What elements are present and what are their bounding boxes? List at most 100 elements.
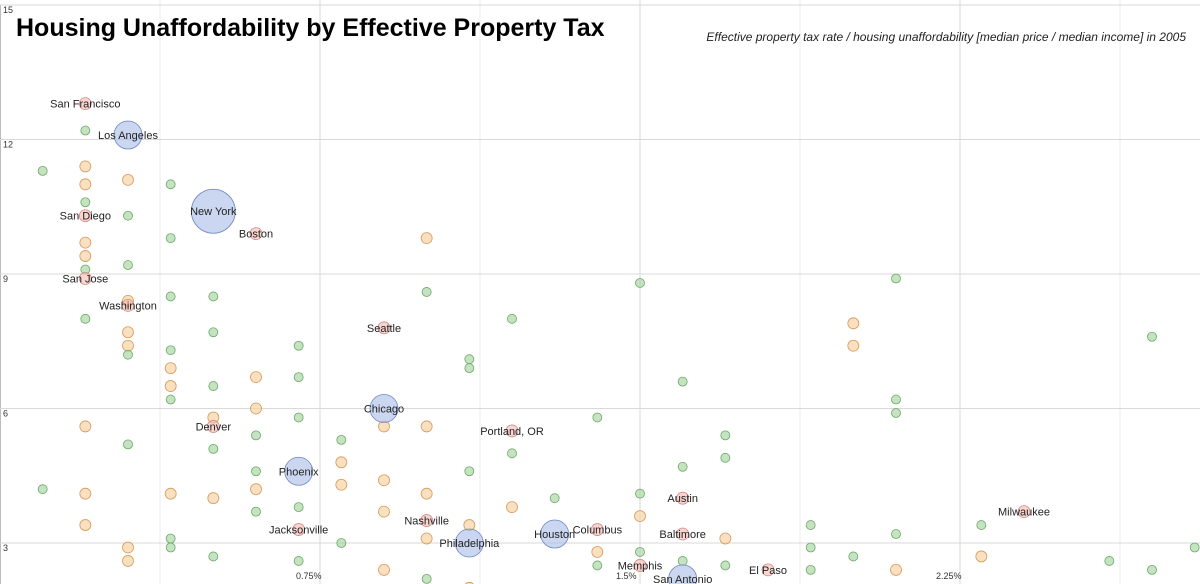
data-point	[720, 560, 731, 571]
data-point	[891, 529, 901, 539]
data-point	[890, 564, 902, 576]
data-point	[250, 371, 262, 384]
data-point	[250, 483, 262, 496]
data-point	[421, 287, 432, 297]
data-point	[805, 542, 816, 553]
data-point	[420, 232, 433, 245]
data-point	[1147, 331, 1157, 342]
data-point	[251, 430, 261, 441]
data-point	[549, 493, 560, 504]
data-point	[506, 501, 518, 514]
y-tick-label: 3	[3, 543, 8, 553]
city-label: Chicago	[364, 404, 404, 416]
data-point	[207, 492, 220, 505]
chart-title: Housing Unaffordability by Effective Pro…	[16, 14, 605, 42]
data-point	[336, 538, 347, 548]
data-point	[293, 412, 304, 423]
data-point	[251, 466, 261, 477]
data-point	[507, 313, 517, 324]
data-point	[635, 547, 645, 557]
city-point	[284, 456, 314, 486]
data-point	[891, 394, 901, 405]
data-point	[420, 487, 433, 500]
data-point	[123, 439, 133, 450]
city-label: Los Angeles	[98, 130, 158, 142]
city-point	[113, 120, 143, 150]
data-point	[165, 394, 176, 405]
data-point	[420, 532, 433, 545]
data-point	[79, 420, 92, 433]
data-point	[165, 233, 176, 244]
data-point	[891, 273, 901, 284]
data-point	[507, 448, 517, 459]
x-tick-label: 0.75%	[296, 571, 322, 581]
city-label: Jacksonville	[269, 525, 328, 537]
data-point	[1147, 565, 1157, 575]
data-point	[1189, 542, 1200, 553]
data-point	[1104, 556, 1115, 566]
x-tick-label: 2.25%	[936, 571, 962, 581]
data-point	[122, 173, 134, 186]
data-point	[592, 560, 603, 571]
data-point	[165, 291, 176, 302]
city-point	[420, 514, 434, 527]
city-point	[292, 523, 306, 536]
data-point	[79, 236, 92, 249]
data-point	[420, 420, 433, 433]
data-point	[378, 564, 390, 576]
data-point	[165, 345, 176, 356]
city-label: San Jose	[62, 273, 108, 285]
data-point	[79, 519, 92, 531]
city-point	[668, 564, 698, 584]
data-point	[122, 555, 134, 567]
city-point	[78, 209, 92, 223]
data-point	[848, 551, 859, 562]
y-tick-label: 6	[3, 409, 8, 419]
city-label: Philadelphia	[439, 538, 500, 550]
data-point	[336, 434, 347, 445]
city-label: Houston	[534, 529, 575, 541]
city-label: Washington	[99, 300, 157, 312]
data-point	[79, 487, 92, 500]
data-point	[122, 326, 134, 339]
data-point	[293, 372, 304, 383]
y-tick-label: 9	[3, 274, 8, 284]
data-point	[37, 165, 48, 176]
data-point	[976, 520, 987, 530]
data-point	[37, 484, 48, 495]
data-point	[975, 550, 988, 563]
data-point	[677, 376, 688, 387]
city-point	[590, 523, 604, 536]
city-label: Denver	[196, 421, 232, 433]
data-point	[805, 520, 816, 530]
city-point	[78, 272, 92, 285]
data-point	[208, 443, 219, 454]
city-point	[206, 420, 220, 433]
data-point	[421, 573, 432, 584]
data-point	[208, 381, 219, 391]
data-point	[80, 125, 91, 136]
data-point	[122, 339, 134, 352]
city-label: Austin	[667, 493, 698, 505]
city-point	[633, 559, 647, 572]
data-point	[250, 402, 262, 415]
data-point	[251, 506, 261, 517]
data-point	[847, 317, 860, 330]
y-tick-label: 15	[3, 5, 13, 15]
data-point	[79, 160, 92, 173]
data-point	[293, 502, 304, 513]
data-point	[165, 542, 176, 553]
data-point	[123, 260, 133, 270]
data-point	[293, 556, 304, 566]
data-point	[122, 541, 134, 554]
city-point	[676, 527, 690, 541]
city-point	[761, 563, 775, 577]
data-point	[464, 363, 475, 374]
city-label: Columbus	[573, 525, 623, 537]
city-label: Phoenix	[279, 466, 319, 478]
city-point	[377, 321, 391, 335]
y-tick-label: 12	[3, 140, 13, 150]
data-point	[592, 412, 603, 423]
